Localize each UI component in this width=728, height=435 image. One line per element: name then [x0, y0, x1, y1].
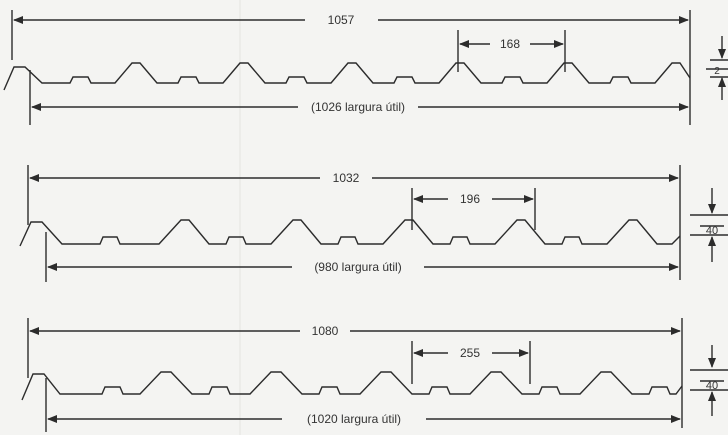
- profile-3-wave: [21, 371, 683, 401]
- profile-1-total-width-label: 1057: [328, 13, 355, 27]
- profile-1-wave: [3, 62, 691, 91]
- profile-2-pitch-label: 196: [460, 192, 480, 206]
- profile-3: [21, 318, 728, 432]
- profile-3-pitch-label: 255: [460, 346, 480, 360]
- profile-2-wave: [19, 219, 681, 247]
- profile-1-height-label: 2: [714, 66, 720, 77]
- profile-1-useful-width-label: (1026 largura útil): [311, 100, 405, 114]
- profile-3-total-width-label: 1080: [312, 324, 339, 338]
- profile-2-useful-width-label: (980 largura útil): [314, 260, 401, 274]
- profile-2-total-width-label: 1032: [333, 171, 360, 185]
- profile-1-pitch-label: 168: [500, 37, 520, 51]
- profile-2: [19, 165, 728, 282]
- profile-3-height-label: 40: [706, 380, 718, 392]
- profile-2-height-label: 40: [706, 225, 718, 237]
- profile-1: [3, 10, 728, 125]
- profile-3-useful-width-label: (1020 largura útil): [307, 412, 401, 426]
